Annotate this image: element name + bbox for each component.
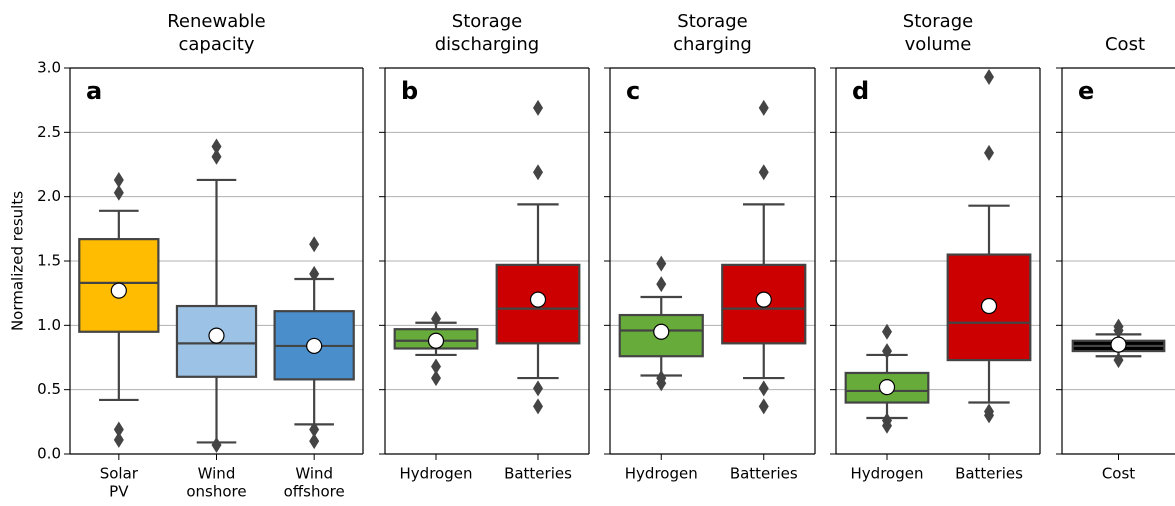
y-tick-label: 3.0 xyxy=(37,59,61,77)
outlier xyxy=(309,265,320,282)
panel-title: Renewable xyxy=(167,11,266,32)
mean xyxy=(980,297,998,315)
outlier xyxy=(882,343,892,360)
panel-letter: a xyxy=(86,77,102,105)
outlier xyxy=(1113,322,1124,339)
outlier xyxy=(309,236,320,253)
panel-title: Storage xyxy=(677,11,747,32)
x-tick-label: Batteries xyxy=(955,465,1023,483)
outlier xyxy=(431,310,441,327)
mean xyxy=(878,378,896,396)
x-tick-label: Wind xyxy=(198,465,236,483)
mean xyxy=(306,337,323,355)
panel-letter: d xyxy=(852,77,869,105)
mean xyxy=(755,291,772,308)
mean xyxy=(529,291,547,308)
outlier xyxy=(113,421,124,438)
y-tick-label: 2.0 xyxy=(37,187,61,205)
outlier xyxy=(758,99,769,116)
outlier xyxy=(758,398,769,415)
box xyxy=(618,313,704,358)
outlier xyxy=(211,148,222,165)
y-tick-label: 1.0 xyxy=(37,316,61,334)
mean xyxy=(110,282,127,299)
mean xyxy=(1110,336,1127,353)
panel-letter: e xyxy=(1078,77,1094,105)
outlier xyxy=(211,436,222,453)
outlier xyxy=(656,255,667,272)
outlier xyxy=(533,164,543,181)
x-tick-label: Wind xyxy=(295,465,333,483)
x-tick-label: Hydrogen xyxy=(400,465,473,483)
box xyxy=(495,263,581,345)
x-tick-label: Solar xyxy=(100,465,139,483)
panel-title: Storage xyxy=(903,11,973,32)
outlier xyxy=(431,358,441,375)
outlier xyxy=(113,431,124,448)
x-tick-label: Cost xyxy=(1102,465,1135,483)
y-axis-label: Normalized results xyxy=(9,191,27,331)
outlier xyxy=(758,164,769,181)
y-tick-label: 0.0 xyxy=(37,445,61,463)
mean xyxy=(427,332,445,349)
mean xyxy=(653,323,670,340)
x-tick-label: Batteries xyxy=(504,465,572,483)
x-tick-label: Hydrogen xyxy=(851,465,924,483)
panel-letter: c xyxy=(626,77,640,105)
outlier xyxy=(309,421,320,438)
outlier xyxy=(758,380,769,397)
outlier xyxy=(656,276,667,293)
y-tick-label: 0.5 xyxy=(37,380,61,398)
panel-title: Cost xyxy=(1105,34,1145,55)
mean xyxy=(208,327,225,344)
outlier xyxy=(533,380,543,397)
outlier xyxy=(984,69,994,86)
outlier xyxy=(113,184,124,201)
x-tick-label: Hydrogen xyxy=(625,465,698,483)
x-tick-label: offshore xyxy=(284,483,345,501)
panel-title: Storage xyxy=(452,11,522,32)
outlier xyxy=(656,375,667,392)
x-tick-label: Batteries xyxy=(730,465,798,483)
x-tick-label: onshore xyxy=(186,483,246,501)
outlier xyxy=(309,433,320,450)
outlier xyxy=(1113,352,1124,369)
outlier xyxy=(533,398,543,415)
panel-title: capacity xyxy=(179,34,255,55)
outlier xyxy=(431,370,441,387)
outlier xyxy=(211,138,222,155)
outlier xyxy=(882,323,892,340)
panel-letter: b xyxy=(401,77,418,105)
outlier xyxy=(113,171,124,188)
outlier xyxy=(984,407,994,424)
outlier xyxy=(533,99,543,116)
x-tick-label: PV xyxy=(109,483,129,501)
outlier xyxy=(984,144,994,161)
panel-title: volume xyxy=(905,34,972,55)
y-tick-label: 1.5 xyxy=(37,252,61,270)
y-tick-label: 2.5 xyxy=(37,123,61,141)
outlier xyxy=(882,417,892,434)
panel-title: charging xyxy=(673,34,752,55)
panel-title: discharging xyxy=(435,34,539,55)
